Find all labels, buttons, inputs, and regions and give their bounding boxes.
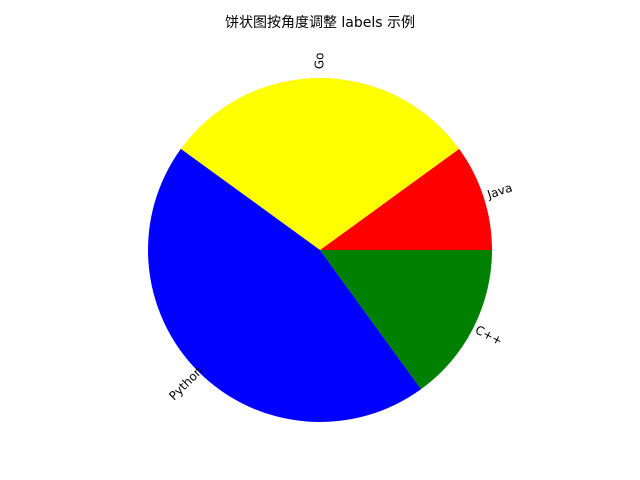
pie-slice-python: [148, 148, 422, 422]
pie-slices: [148, 78, 492, 422]
pie-label-python: Python: [166, 364, 205, 403]
pie-label-c-: C++: [473, 323, 505, 348]
pie-slice-c-: [320, 250, 492, 390]
pie-slice-java: [320, 148, 492, 250]
pie-label-java: Java: [485, 180, 514, 201]
chart-title: 饼状图按角度调整 labels 示例: [225, 15, 415, 31]
pie-slice-go: [180, 78, 460, 250]
pie-label-go: Go: [313, 52, 327, 69]
